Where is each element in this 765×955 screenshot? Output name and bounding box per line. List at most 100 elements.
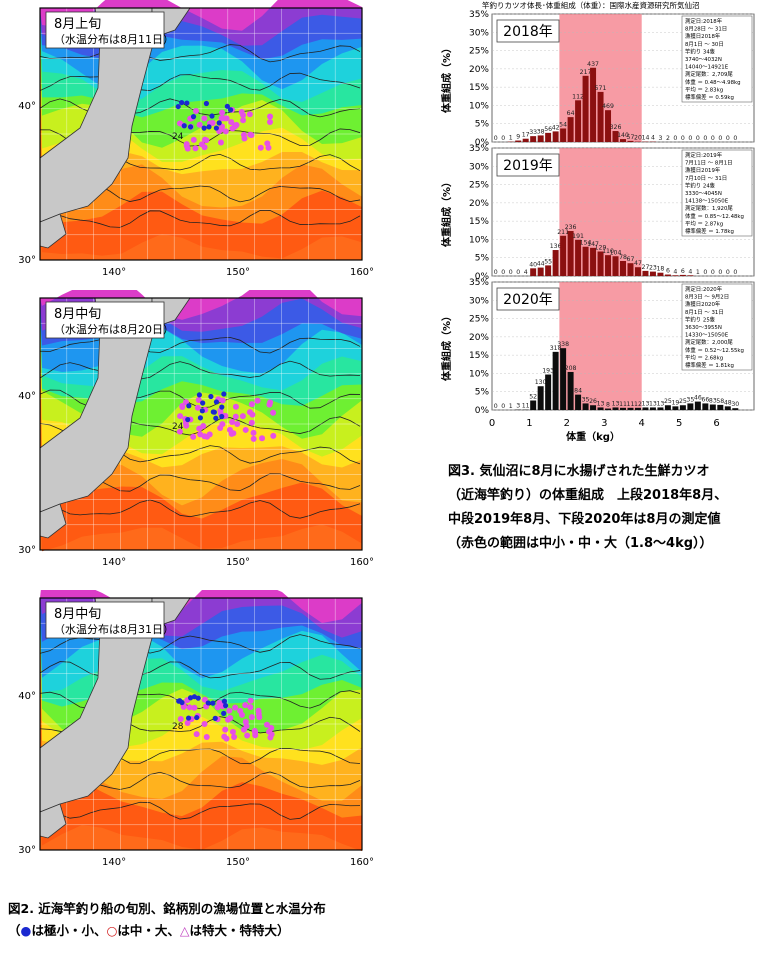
map-frame — [39, 297, 363, 551]
isotherm — [39, 43, 361, 63]
catch-point-small — [210, 700, 216, 706]
catch-point-large — [217, 139, 224, 146]
bar-label: 46 — [694, 395, 702, 402]
bar-label: 1 — [509, 135, 513, 142]
catch-point-small — [199, 408, 205, 414]
info-line: 8月1日 ～ 31日 — [685, 309, 724, 316]
fig2-caption-line2: （●は極小・小、○は中・大、△は特大・特特大） — [8, 920, 428, 942]
bar — [552, 131, 559, 142]
bar — [545, 132, 552, 142]
y-axis-label: 体重組成（%） — [440, 43, 453, 113]
bar-label: 58 — [716, 398, 724, 405]
bar — [657, 272, 664, 276]
catch-point-large — [247, 704, 254, 711]
catch-point-small — [213, 399, 220, 405]
y-axis-label: 体重組成（%） — [440, 177, 453, 247]
bar-label: 42 — [552, 124, 560, 131]
sst-map-1: 8月上旬 （水温分布は8月11日） 24 40° 30° 140° 150° 160° — [0, 0, 380, 275]
x-tick-label: 4 — [639, 418, 645, 429]
x-tick-label: 1 — [526, 418, 532, 429]
bar-label: 27 — [642, 264, 650, 271]
bar — [634, 267, 641, 276]
year-box — [496, 19, 560, 43]
bar — [627, 140, 634, 142]
bar-label: 130 — [535, 379, 547, 386]
year-label: 2019年 — [503, 158, 553, 174]
catch-point-small — [209, 113, 215, 119]
bar — [687, 403, 694, 410]
catch-point-large — [184, 145, 191, 152]
bar-label: 208 — [565, 365, 577, 372]
bar-label: 13 — [612, 400, 620, 407]
bar — [530, 136, 537, 142]
catch-point-large — [251, 727, 258, 734]
info-line: 漁獲日2019年 — [685, 166, 721, 174]
catch-point-large — [266, 728, 273, 735]
catch-point-large — [244, 732, 251, 739]
info-line: 測定日:2020年 — [685, 285, 723, 293]
catch-point-large — [201, 721, 208, 728]
bar — [515, 140, 522, 142]
info-line: 平均 ＝ 2.68kg — [685, 353, 723, 361]
info-line: 測定日:2019年 — [685, 151, 723, 159]
info-line: 3740～4032N — [685, 57, 722, 63]
catch-point-large — [254, 397, 261, 404]
catch-point-large — [176, 428, 183, 435]
bar — [679, 405, 686, 410]
catch-point-large — [247, 697, 254, 704]
bar — [679, 274, 686, 276]
catch-point-large — [250, 435, 257, 442]
panel-2: 0%5%10%15%20%25%30%35%体重組成（%）0 0 1 3 1152130… — [440, 278, 755, 416]
weight-composition-chart: 竿釣りカツオ体長･体重組成（体重）：国際水産資源研究所気仙沼0%5%10%15%… — [440, 0, 755, 443]
fig2-caption: 図2. 近海竿釣り船の旬別、銘柄別の漁場位置と水温分布 （●は極小・小、○は中・… — [8, 898, 428, 942]
catch-point-small — [213, 125, 219, 131]
info-box — [681, 149, 753, 237]
map-period: 8月中旬 — [54, 607, 101, 622]
bar — [627, 407, 634, 410]
y-tick-label: 35% — [469, 10, 489, 20]
catch-point-small — [195, 695, 201, 701]
bar-label: 23 — [649, 265, 657, 272]
lon-tick: 150° — [226, 857, 250, 868]
catch-points — [175, 99, 274, 152]
lon-tick: 160° — [350, 267, 374, 275]
sst-map-svg: 8月中旬（水温分布は8月31日） 28 40° 30° 140° 150° 160° — [18, 590, 374, 868]
catch-point-large — [239, 413, 246, 420]
info-line: 標準偏差 ＝ 1.78kg — [685, 227, 734, 235]
bar-label: 14 — [642, 135, 650, 142]
catch-point-small — [197, 415, 204, 421]
y-tick-label: 20% — [469, 199, 489, 209]
bar-label: 0 — [516, 269, 520, 276]
catch-point-large — [226, 707, 233, 714]
bar — [545, 265, 552, 276]
catch-point-small — [175, 103, 181, 110]
sst-map-svg: 8月上旬（水温分布は8月11日） 24 40° 30° 140° 150° 160° — [18, 0, 374, 275]
bar-label: 4 — [673, 268, 677, 275]
bar-label: 30 — [731, 401, 739, 408]
bar — [567, 231, 574, 276]
bar-label: 38 — [537, 128, 545, 135]
bar — [530, 268, 537, 276]
info-line: 竿釣り 25隻 — [685, 315, 716, 323]
bar-label: 13 — [597, 400, 605, 407]
y-tick-label: 0% — [475, 272, 490, 282]
x-tick-label: 3 — [601, 418, 607, 429]
catch-point-large — [201, 433, 208, 440]
bar-label: 0 — [711, 135, 715, 142]
catch-point-large — [263, 721, 270, 728]
bar-label: 4 — [688, 268, 692, 275]
bar-label: 469 — [602, 103, 614, 110]
legend-large: は特大・特特大） — [189, 923, 290, 938]
bar-label: 211 — [557, 229, 569, 236]
info-line: 漁獲日2018年 — [685, 32, 721, 40]
bar-label: 0 — [501, 269, 505, 276]
bar-label: 129 — [595, 244, 607, 251]
legend-small: は極小・小、 — [31, 923, 107, 938]
x-tick-label: 5 — [676, 418, 682, 429]
bar — [605, 255, 612, 276]
catch-point-large — [177, 413, 184, 420]
info-line: 14330～15050E — [685, 333, 729, 339]
lon-tick: 150° — [226, 267, 250, 275]
catch-point-large — [249, 411, 256, 418]
bar-label: 112 — [572, 93, 584, 100]
